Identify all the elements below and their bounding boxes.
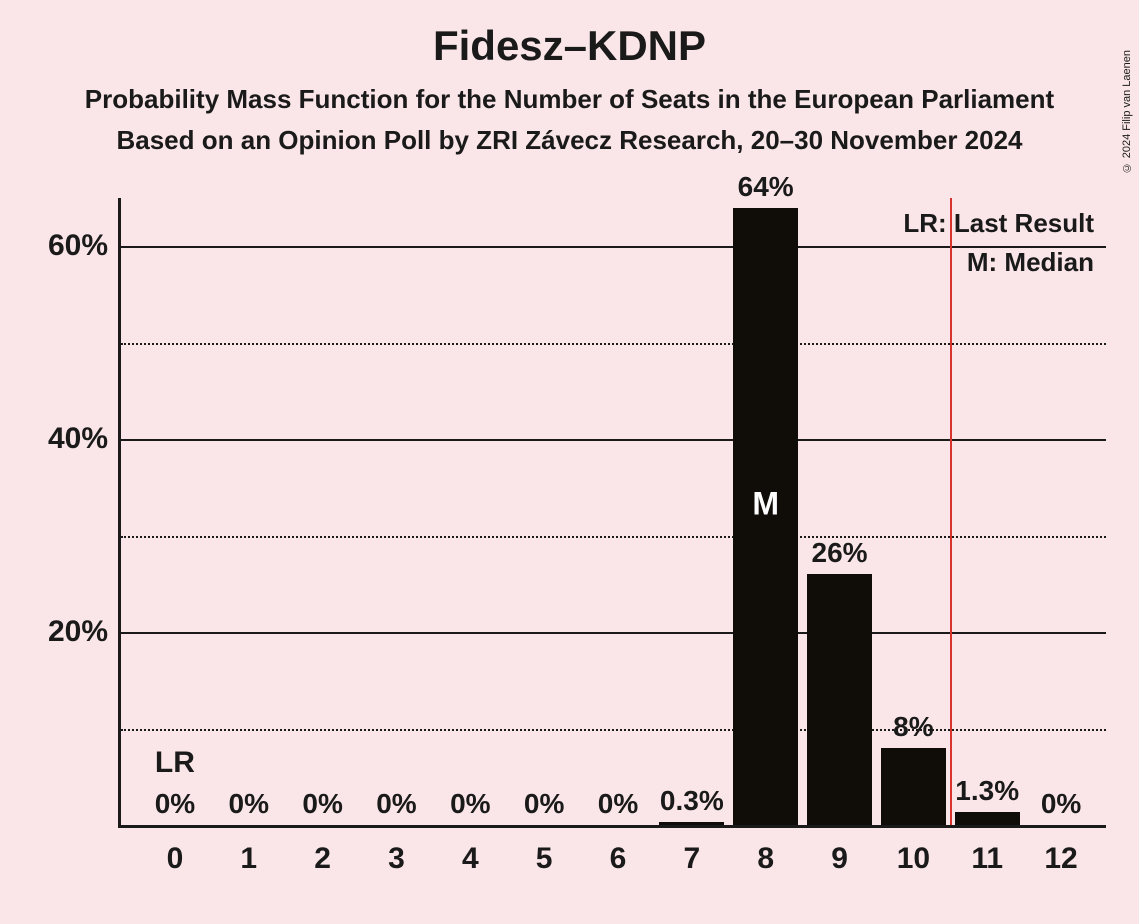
bar-value-label: 1.3% <box>955 775 1019 807</box>
bar-value-label: 26% <box>812 537 868 569</box>
last-result-marker: LR <box>155 746 195 780</box>
bar <box>807 574 872 825</box>
copyright-text: © 2024 Filip van Laenen <box>1121 50 1133 173</box>
bar-value-label: 0% <box>524 788 564 820</box>
y-axis-label: 60% <box>48 229 108 263</box>
x-axis-label: 7 <box>684 842 701 876</box>
x-axis-label: 11 <box>971 842 1003 876</box>
x-axis-label: 6 <box>610 842 627 876</box>
bar-value-label: 8% <box>893 711 933 743</box>
median-marker: M <box>752 485 779 522</box>
bar <box>881 748 946 825</box>
bar-value-label: 0% <box>598 788 638 820</box>
x-axis-label: 3 <box>388 842 405 876</box>
bar-value-label: 64% <box>738 171 794 203</box>
bar-value-label: 0% <box>229 788 269 820</box>
bar-value-label: 0% <box>302 788 342 820</box>
bar-value-label: 0% <box>450 788 490 820</box>
grid-line-major <box>121 632 1106 634</box>
bar-value-label: 0% <box>155 788 195 820</box>
x-axis-label: 2 <box>314 842 331 876</box>
bar-value-label: 0% <box>1041 788 1081 820</box>
bar <box>659 822 724 825</box>
legend-lr: LR: Last Result <box>903 204 1094 243</box>
bar-value-label: 0.3% <box>660 785 724 817</box>
x-axis-label: 5 <box>536 842 553 876</box>
chart-title: Fidesz–KDNP <box>0 0 1139 70</box>
grid-line-minor <box>121 343 1106 345</box>
bar <box>955 812 1020 825</box>
grid-line-major <box>121 439 1106 441</box>
chart-plot-area: 20%40%60% 0%0%0%0%0%0%0%0.3%M64%26%8%1.3… <box>118 198 1106 828</box>
grid-line-minor <box>121 536 1106 538</box>
bar-value-label: 0% <box>376 788 416 820</box>
x-axis-label: 10 <box>897 842 930 876</box>
last-result-line <box>950 198 952 825</box>
chart-legend: LR: Last Result M: Median <box>903 204 1094 282</box>
legend-m: M: Median <box>903 243 1094 282</box>
x-axis-label: 8 <box>757 842 774 876</box>
chart-subtitle-2: Based on an Opinion Poll by ZRI Závecz R… <box>0 125 1139 156</box>
x-axis-label: 9 <box>831 842 848 876</box>
x-axis <box>118 825 1106 828</box>
y-axis-label: 20% <box>48 615 108 649</box>
grid-line-minor <box>121 729 1106 731</box>
y-axis-label: 40% <box>48 422 108 456</box>
chart-subtitle-1: Probability Mass Function for the Number… <box>0 84 1139 115</box>
x-axis-label: 1 <box>240 842 257 876</box>
y-axis <box>118 198 121 828</box>
x-axis-label: 4 <box>462 842 479 876</box>
x-axis-label: 0 <box>167 842 184 876</box>
x-axis-label: 12 <box>1044 842 1077 876</box>
